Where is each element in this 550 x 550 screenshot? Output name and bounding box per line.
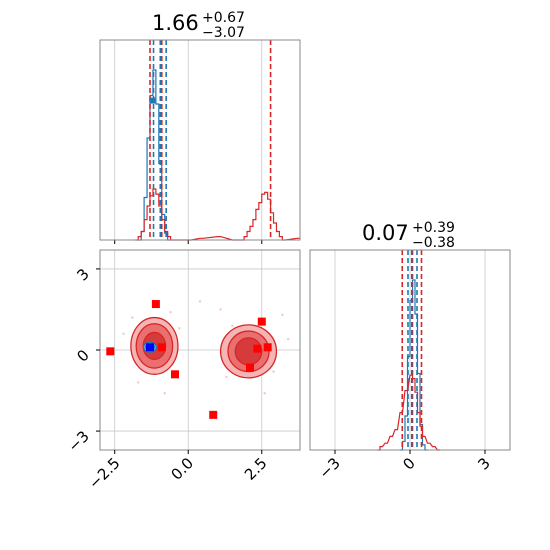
histogram-series-red [377,374,440,451]
sample-dot [272,370,275,373]
sample-dot [231,324,234,327]
histogram-series-blue [400,279,428,451]
joint-contour-plot [99,249,301,451]
title-top-left-minus: −3.07 [202,25,245,41]
title-top-left-plus: +0.67 [202,10,245,26]
title-bottom-right-minus: −0.38 [412,235,455,251]
title-top-left-value: 1.66 [152,11,199,35]
red-marker [246,363,254,372]
red-marker [253,344,262,353]
bottom-right-histogram [309,249,511,451]
x-tick-label: −2.5 [85,454,123,492]
sample-dot [122,332,125,335]
sample-dot [131,316,134,319]
red-marker [209,410,218,419]
red-marker [263,343,272,352]
sample-dot [225,375,228,379]
x-tick-label: 2.5 [241,454,271,484]
x-tick-label: 3 [474,454,493,473]
sample-dot [263,392,266,395]
y-tick-label: 0 [73,346,92,365]
sample-dot [137,381,140,384]
sample-dot [281,313,284,317]
title-bottom-right-value: 0.07 [362,221,409,245]
x-tick-label: 0 [399,454,418,473]
y-tick-label: −3 [64,427,92,455]
red-marker [257,317,266,326]
joint-tick-labels: −2.5 0.0 2.5 −3 0 3 [64,265,270,493]
title-bottom-right-plus: +0.39 [412,220,455,236]
top-left-frame [99,39,301,241]
sample-dot [163,392,166,395]
title-top-left: 1.66 +0.67 −3.07 [152,10,245,41]
sample-dot [219,308,222,311]
blue-marker [146,343,154,352]
sample-dot [198,300,202,303]
red-marker [157,343,166,352]
sample-dot [287,337,290,341]
red-marker [106,347,115,356]
x-tick-label: 0.0 [167,454,197,484]
bottom-right-tick-labels: −3 0 3 [315,450,494,482]
x-tick-label: −3 [315,454,343,482]
peak-marker [149,97,156,104]
y-tick-label: 3 [73,265,92,284]
red-marker [171,370,179,379]
red-marker [151,300,160,309]
sample-dot [178,327,181,330]
top-left-histogram [99,39,301,244]
sample-dot [169,310,172,314]
title-bottom-right: 0.07 +0.39 −0.38 [362,220,455,251]
